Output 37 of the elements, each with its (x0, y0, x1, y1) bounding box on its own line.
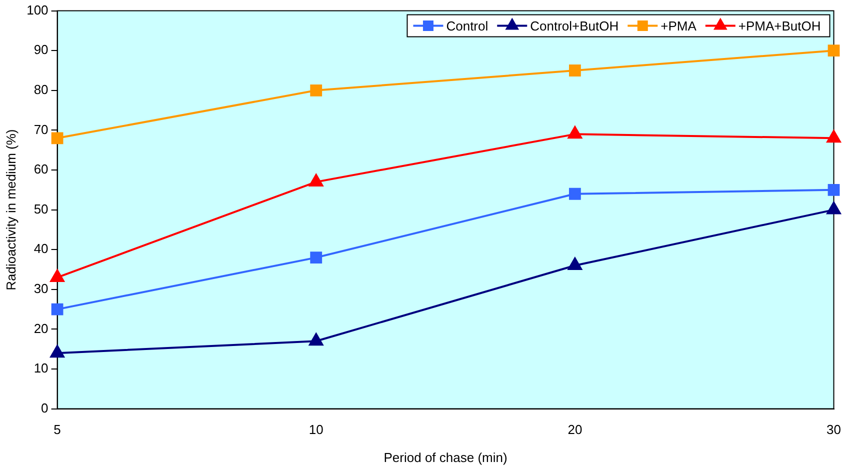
y-tick-label: 30 (34, 280, 48, 296)
point (828, 184, 840, 196)
x-tick-label: 30 (826, 422, 842, 438)
point (568, 64, 581, 76)
legend-label: Control (446, 18, 488, 34)
point (310, 84, 322, 96)
y-tick-label: 50 (34, 201, 48, 216)
point (50, 269, 64, 282)
y-tick-label: 80 (34, 82, 48, 97)
legend-label: +PMA (660, 18, 697, 34)
point (309, 174, 324, 186)
point (828, 44, 840, 57)
x-tick-label: 10 (308, 422, 324, 438)
point (309, 333, 324, 346)
point (826, 130, 841, 143)
y-tick-label: 0 (41, 400, 48, 416)
y-tick-label: 10 (34, 360, 48, 376)
point (568, 258, 582, 270)
x-tick-label: 5 (54, 422, 61, 438)
point (568, 126, 582, 139)
point (310, 252, 322, 264)
legend-label: +PMA+ButOH (738, 18, 821, 34)
x-tick-label: 20 (568, 422, 582, 438)
y-tick-label: 100 (26, 2, 48, 18)
point (826, 202, 841, 214)
point (568, 188, 581, 200)
y-tick-label: 20 (34, 320, 48, 336)
x-axis-title: Period of chase (min) (384, 450, 508, 465)
y-tick-label: 90 (34, 42, 48, 58)
y-tick-label: 40 (34, 241, 48, 256)
point (50, 345, 64, 358)
y-tick-label: 60 (34, 162, 48, 177)
legend-label: Control+ButOH (530, 18, 619, 34)
point (51, 132, 64, 144)
point (51, 303, 64, 316)
y-tick-label: 70 (34, 122, 48, 137)
y-axis-title: Radioactivity in medium (%) (3, 129, 18, 290)
